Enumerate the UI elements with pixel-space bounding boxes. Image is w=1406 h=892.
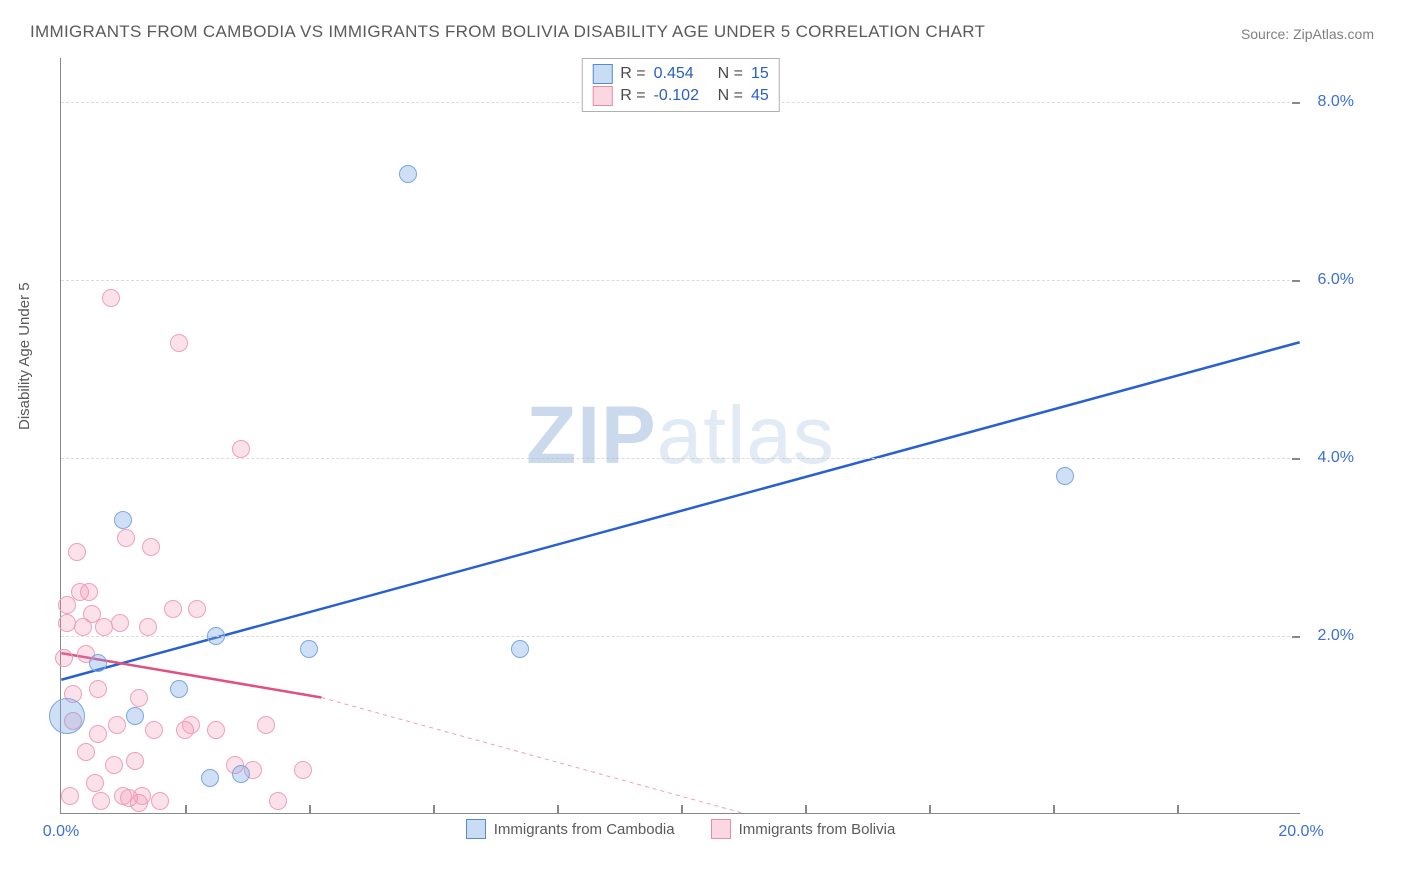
series-legend: Immigrants from Cambodia Immigrants from… (61, 819, 1300, 839)
data-point (61, 787, 79, 805)
data-point (92, 792, 110, 810)
data-point (188, 600, 206, 618)
data-point (170, 680, 188, 698)
x-tick-mark (929, 805, 931, 813)
x-tick-mark (433, 805, 435, 813)
data-point (294, 761, 312, 779)
x-tick-label: 0.0% (43, 823, 79, 841)
swatch-pink-icon (592, 86, 612, 106)
data-point (511, 640, 529, 658)
x-tick-mark (1177, 805, 1179, 813)
y-tick-mark (1292, 280, 1300, 282)
data-point (145, 721, 163, 739)
source-attribution: Source: ZipAtlas.com (1241, 26, 1374, 42)
data-point (269, 792, 287, 810)
data-point (68, 543, 86, 561)
x-tick-mark (309, 805, 311, 813)
data-point (164, 600, 182, 618)
y-tick-label: 4.0% (1318, 449, 1354, 467)
y-tick-mark (1292, 102, 1300, 104)
data-point (89, 680, 107, 698)
trend-line (321, 698, 742, 813)
data-point (182, 716, 200, 734)
correlation-legend: R = 0.454 N = 15 R = -0.102 N = 45 (581, 58, 779, 112)
watermark: ZIPatlas (526, 389, 835, 483)
data-point (151, 792, 169, 810)
data-point (207, 627, 225, 645)
y-tick-label: 6.0% (1318, 271, 1354, 289)
trend-lines (61, 58, 1300, 813)
data-point (114, 511, 132, 529)
data-point (117, 529, 135, 547)
swatch-blue-icon (466, 819, 486, 839)
data-point (133, 787, 151, 805)
data-point (207, 721, 225, 739)
data-point (80, 583, 98, 601)
data-point (300, 640, 318, 658)
data-point (102, 289, 120, 307)
swatch-pink-icon (711, 819, 731, 839)
legend-row-bolivia: R = -0.102 N = 45 (592, 85, 768, 107)
data-point (257, 716, 275, 734)
legend-item-cambodia: Immigrants from Cambodia (466, 819, 675, 839)
data-point (49, 698, 85, 734)
data-point (77, 743, 95, 761)
plot-area: ZIPatlas R = 0.454 N = 15 R = -0.102 N =… (60, 58, 1300, 814)
data-point (55, 649, 73, 667)
data-point (232, 765, 250, 783)
legend-row-cambodia: R = 0.454 N = 15 (592, 63, 768, 85)
x-tick-mark (185, 805, 187, 813)
data-point (86, 774, 104, 792)
x-tick-label: 20.0% (1278, 823, 1323, 841)
data-point (89, 725, 107, 743)
data-point (170, 334, 188, 352)
data-point (126, 707, 144, 725)
data-point (105, 756, 123, 774)
gridline-h (61, 636, 1300, 637)
data-point (89, 654, 107, 672)
y-axis-label: Disability Age Under 5 (16, 282, 33, 430)
data-point (201, 769, 219, 787)
x-tick-mark (1053, 805, 1055, 813)
x-tick-mark (805, 805, 807, 813)
data-point (142, 538, 160, 556)
x-tick-mark (557, 805, 559, 813)
gridline-h (61, 458, 1300, 459)
data-point (111, 614, 129, 632)
x-tick-mark (681, 805, 683, 813)
data-point (108, 716, 126, 734)
trend-line (61, 342, 1299, 680)
y-tick-label: 2.0% (1318, 627, 1354, 645)
data-point (399, 165, 417, 183)
legend-item-bolivia: Immigrants from Bolivia (711, 819, 896, 839)
chart-title: IMMIGRANTS FROM CAMBODIA VS IMMIGRANTS F… (30, 22, 985, 42)
gridline-h (61, 280, 1300, 281)
data-point (232, 440, 250, 458)
swatch-blue-icon (592, 64, 612, 84)
data-point (1056, 467, 1074, 485)
y-tick-mark (1292, 458, 1300, 460)
data-point (126, 752, 144, 770)
y-tick-label: 8.0% (1318, 93, 1354, 111)
y-tick-mark (1292, 636, 1300, 638)
data-point (130, 689, 148, 707)
data-point (139, 618, 157, 636)
